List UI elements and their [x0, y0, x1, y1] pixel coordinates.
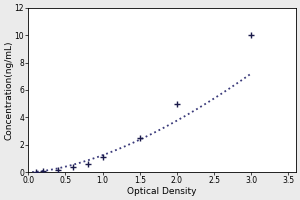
X-axis label: Optical Density: Optical Density [127, 187, 197, 196]
Y-axis label: Concentration(ng/mL): Concentration(ng/mL) [4, 40, 13, 140]
